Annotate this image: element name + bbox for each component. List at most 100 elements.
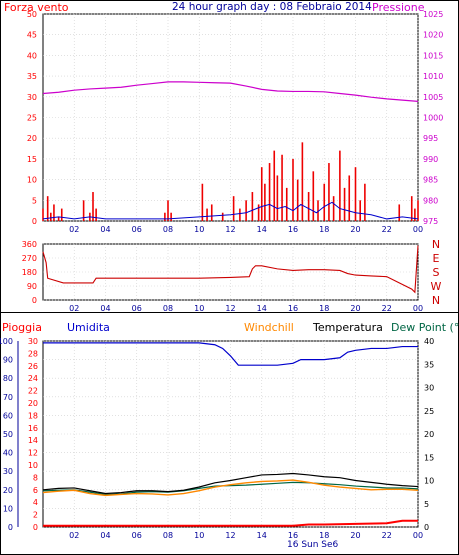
humidity-tick-label: 30 <box>3 467 13 476</box>
compass-label: W <box>431 280 442 293</box>
rain-tick-label: 4 <box>33 498 38 507</box>
direction-tick-label: 180 <box>22 268 37 277</box>
x-tick-label: 04 <box>100 304 110 313</box>
rain-line <box>43 519 418 527</box>
temperature-panel: 02 04 06 08 10 12 14 16 18 20 22 000102030405060708… <box>0 337 434 540</box>
direction-tick-label: 90 <box>27 282 37 291</box>
pressure-tick-label: 990 <box>423 155 438 164</box>
rain-legend: Pioggia <box>2 321 42 334</box>
humidity-tick-label: 50 <box>3 430 13 439</box>
rain-tick-label: 22 <box>28 387 38 396</box>
humidity-legend: Umidita <box>67 321 110 334</box>
x-tick-label: 08 <box>163 531 173 540</box>
x-tick-label: 06 <box>132 531 142 540</box>
wind-axis-title: Forza vento <box>4 1 69 14</box>
dewpoint-line <box>42 481 419 496</box>
wind-tick-label: 0 <box>32 217 37 226</box>
x-tick-label: 16 <box>288 531 298 540</box>
x-tick-label: 06 <box>132 225 142 234</box>
x-tick-label: 12 <box>225 531 235 540</box>
humidity-tick-label: 70 <box>3 393 13 402</box>
rain-tick-label: 6 <box>33 486 38 495</box>
x-tick-label: 08 <box>163 225 173 234</box>
wind-tick-label: 35 <box>27 72 37 81</box>
x-tick-label: 22 <box>382 304 392 313</box>
x-tick-label: 22 <box>382 225 392 234</box>
x-tick-label: 02 <box>69 531 79 540</box>
x-tick-label: 16 <box>288 225 298 234</box>
x-tick-label: 08 <box>163 304 173 313</box>
wind-tick-label: 20 <box>27 134 37 143</box>
wind-tick-label: 45 <box>27 31 37 40</box>
humidity-tick-label: 20 <box>3 486 13 495</box>
humidity-tick-label: 40 <box>3 449 13 458</box>
x-tick-label: 00 <box>413 225 423 234</box>
graph-title: 24 hour graph day : 08 Febbraio 2014 <box>172 1 372 13</box>
pressure-tick-label: 975 <box>423 217 438 226</box>
wind-tick-label: 40 <box>27 51 37 60</box>
wind-tick-label: 15 <box>27 155 37 164</box>
temperature-legend: Temperatura <box>312 321 383 334</box>
rain-tick-label: 20 <box>28 399 38 408</box>
temperature-tick-label: 0 <box>424 523 429 532</box>
compass-label: E <box>433 252 440 265</box>
wind-direction-panel: 02 04 06 08 10 12 14 16 18 20 22 00090180270360NWSE… <box>22 238 442 313</box>
dewpoint-legend: Dew Point (°C <box>391 321 459 334</box>
wind-pressure-panel: 02 04 06 08 10 12 14 16 18 20 22 000510152025303540… <box>27 10 444 234</box>
x-tick-label: 10 <box>194 225 204 234</box>
wind-tick-label: 10 <box>27 176 37 185</box>
temperature-tick-label: 15 <box>424 453 434 462</box>
rain-tick-label: 8 <box>33 473 38 482</box>
compass-label: N <box>432 294 440 307</box>
rain-tick-label: 10 <box>28 461 38 470</box>
rain-tick-label: 24 <box>28 374 38 383</box>
temperature-tick-label: 25 <box>424 407 434 416</box>
wind-tick-label: 5 <box>32 196 37 205</box>
x-tick-label: 18 <box>319 304 329 313</box>
pressure-tick-label: 985 <box>423 176 438 185</box>
pressure-tick-label: 1005 <box>423 93 443 102</box>
compass-label: S <box>433 266 440 279</box>
humidity-tick-label: 0 <box>8 523 13 532</box>
direction-line <box>42 245 419 294</box>
rain-tick-label: 16 <box>28 424 38 433</box>
pressure-axis-title: Pressione <box>372 1 425 14</box>
x-tick-label: 02 <box>69 225 79 234</box>
temperature-tick-label: 40 <box>424 337 434 346</box>
pressure-tick-label: 1000 <box>423 114 443 123</box>
x-tick-label: 10 <box>194 304 204 313</box>
x-tick-label: 14 <box>257 531 267 540</box>
wind-average-line <box>42 201 419 220</box>
pressure-tick-label: 1025 <box>423 10 443 19</box>
wind-tick-label: 50 <box>27 10 37 19</box>
x-tick-label: 18 <box>319 225 329 234</box>
pressure-tick-label: 1010 <box>423 72 443 81</box>
x-tick-label: 22 <box>382 531 392 540</box>
humidity-tick-label: 10 <box>3 504 13 513</box>
sun-annotation: 16 Sun Se6 <box>287 540 339 550</box>
pressure-tick-label: 1020 <box>423 31 443 40</box>
direction-tick-label: 0 <box>32 296 37 305</box>
rain-tick-label: 30 <box>28 337 38 346</box>
x-tick-label: 10 <box>194 531 204 540</box>
x-tick-label: 04 <box>100 531 110 540</box>
wind-tick-label: 25 <box>27 114 37 123</box>
temperature-tick-label: 5 <box>424 500 429 509</box>
rain-tick-label: 28 <box>28 349 38 358</box>
rain-tick-label: 18 <box>28 411 38 420</box>
pressure-tick-label: 995 <box>423 134 438 143</box>
windchill-legend: Windchill <box>244 321 294 334</box>
x-tick-label: 16 <box>288 304 298 313</box>
x-tick-label: 06 <box>132 304 142 313</box>
humidity-tick-label: 80 <box>3 374 13 383</box>
humidity-tick-label: 90 <box>3 356 13 365</box>
humidity-tick-label: 60 <box>3 411 13 420</box>
x-tick-label: 02 <box>69 304 79 313</box>
temperature-line <box>42 472 419 495</box>
temperature-tick-label: 35 <box>424 360 434 369</box>
temperature-tick-label: 20 <box>424 430 434 439</box>
direction-tick-label: 270 <box>22 254 37 263</box>
x-tick-label: 14 <box>257 304 267 313</box>
direction-tick-label: 360 <box>22 240 37 249</box>
